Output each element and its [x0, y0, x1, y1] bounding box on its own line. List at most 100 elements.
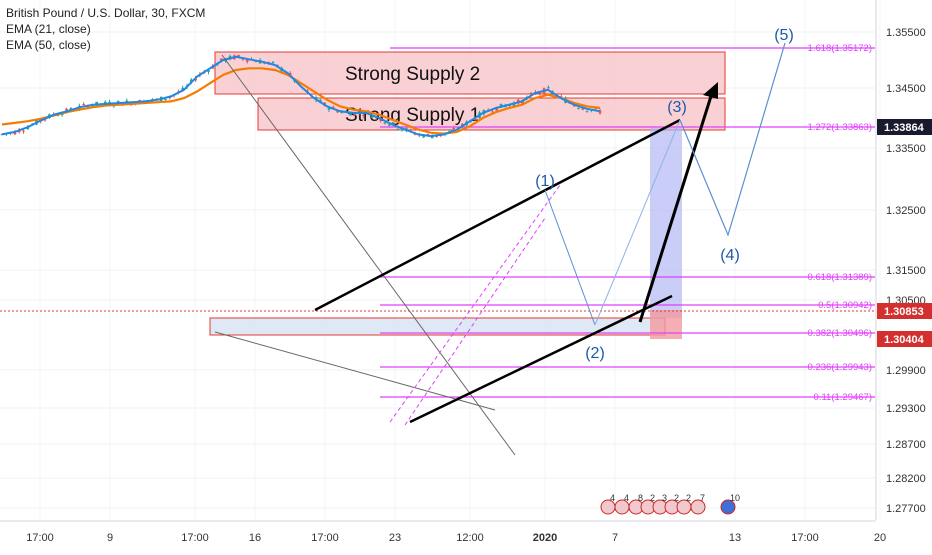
candle-body	[349, 112, 352, 116]
gridlines	[0, 0, 881, 520]
x-tick-label: 7	[612, 532, 618, 544]
candle-body	[306, 90, 309, 92]
x-tick-label: 16	[249, 532, 261, 544]
candle-body	[271, 61, 275, 63]
projection-arrow	[638, 92, 714, 323]
candle-body	[370, 116, 374, 119]
candle-body	[473, 118, 477, 121]
candle-body	[26, 127, 30, 130]
candle-body	[125, 100, 129, 103]
event-count: 2	[650, 493, 655, 503]
event-count: 2	[686, 493, 691, 503]
candle-body	[237, 55, 240, 57]
candle-body	[91, 105, 94, 107]
y-tick-label: 1.28200	[886, 473, 926, 485]
candle-body	[430, 136, 434, 139]
x-tick-label: 17:00	[181, 532, 209, 544]
wave-path-2-3	[594, 119, 681, 326]
candle-body	[207, 70, 210, 72]
candle-body	[392, 122, 395, 125]
candle-body	[512, 103, 516, 107]
candle-body	[362, 114, 365, 116]
chart-legend: British Pound / U.S. Dollar, 30, FXCM EM…	[6, 5, 205, 53]
wave-label: (2)	[585, 345, 605, 362]
price-label-bg	[877, 331, 932, 347]
candle-body	[327, 107, 331, 110]
wave-label: (4)	[720, 247, 740, 264]
zone-rect	[214, 51, 726, 95]
price-label: 1.30853	[884, 306, 924, 318]
price-label-bg	[877, 303, 932, 319]
candle-body	[538, 92, 542, 94]
candle-body	[86, 105, 90, 109]
y-tick-label: 1.27700	[886, 503, 926, 515]
y-tick-label: 1.29300	[886, 403, 926, 415]
candle-body	[56, 115, 60, 117]
x-tick-label: 23	[389, 532, 401, 544]
candle-body	[529, 92, 533, 94]
event-count: 3	[662, 493, 667, 503]
symbol-title: British Pound / U.S. Dollar, 30, FXCM	[6, 6, 206, 20]
candle-body	[396, 128, 400, 130]
x-tick-label: 20	[874, 532, 886, 544]
event-count: 2	[674, 493, 679, 503]
candle-body	[288, 73, 292, 75]
event-count: 4	[610, 493, 615, 503]
candle-body	[254, 61, 258, 63]
candle-body	[82, 103, 86, 105]
fib-label: 0.11(1.29467)	[814, 392, 872, 403]
event-count: 10	[730, 493, 740, 503]
ema-lines	[1, 55, 601, 138]
candle-body	[181, 87, 184, 91]
price-label: 1.30404	[884, 334, 925, 346]
candle-body	[400, 129, 404, 131]
candle-body	[0, 134, 4, 136]
candle-body	[387, 124, 391, 126]
fib-label: 1.272(1.33863)	[808, 122, 872, 133]
candle-body	[426, 134, 430, 136]
target-zone-blue	[650, 128, 682, 318]
x-tick-label: 17:00	[311, 532, 339, 544]
y-tick-label: 1.35500	[886, 27, 926, 39]
wedge-upper-line	[221, 54, 516, 456]
wave-label: (5)	[774, 27, 794, 44]
y-tick-label: 1.33500	[886, 143, 926, 155]
candle-body	[435, 135, 438, 137]
y-tick-label: 1.28700	[886, 439, 926, 451]
candle-body	[164, 98, 167, 100]
event-flag-icon	[690, 499, 706, 515]
candle-body	[572, 105, 576, 107]
candle-body	[452, 128, 456, 130]
candle-body	[422, 135, 425, 138]
event-count: 8	[638, 493, 643, 503]
ema21-line	[1, 55, 601, 138]
fib-label: 1.618(1.35172)	[808, 43, 872, 54]
zone-label: Strong Supply 1	[345, 105, 480, 126]
fib-label: 0.618(1.31389)	[808, 272, 872, 283]
y-tick-label: 1.32500	[886, 205, 926, 217]
fib-label: 0.382(1.30496)	[808, 328, 872, 339]
y-tick-label: 1.34500	[886, 83, 926, 95]
y-tick-label: 1.31500	[886, 265, 926, 277]
candle-body	[22, 130, 25, 132]
candle-body	[245, 59, 249, 62]
y-tick-label: 1.29900	[886, 365, 926, 377]
candle-body	[336, 110, 339, 113]
x-tick-label: 17:00	[26, 532, 54, 544]
x-tick-label: 17:00	[791, 532, 819, 544]
candle-body	[559, 96, 563, 98]
candle-body	[598, 110, 602, 114]
drawings: (1) (2) (3) (4) (5)	[214, 27, 794, 456]
candle-body	[409, 129, 413, 131]
candle-body	[491, 111, 494, 113]
channel-upper	[314, 118, 681, 312]
candle-body	[189, 79, 193, 83]
candle-body	[577, 108, 580, 110]
ema50-label: EMA (50, close)	[6, 38, 91, 52]
event-count: 4	[624, 493, 629, 503]
price-label-bg	[877, 119, 932, 135]
wave-path-1-2	[544, 189, 596, 326]
channel-lower	[409, 294, 673, 424]
